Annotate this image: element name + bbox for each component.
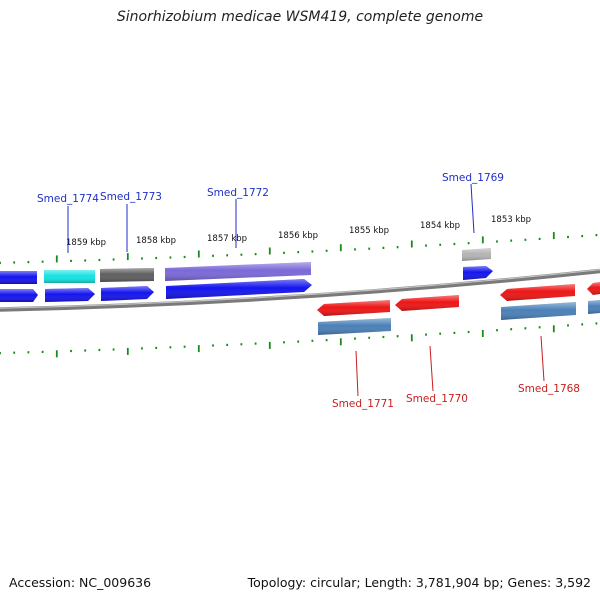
- map-title: Sinorhizobium medicae WSM419, complete g…: [116, 9, 484, 25]
- accession-label: Accession: NC_009636: [9, 575, 152, 590]
- kbp-label-1859: 1859 kbp: [66, 238, 106, 248]
- leader-line-smed-1768: [540, 335, 545, 382]
- gene-arrow-smed-1770[interactable]: [395, 295, 459, 311]
- feature-smed-1772-purple[interactable]: [165, 262, 311, 281]
- gene-arrow-smed-1772[interactable]: [166, 279, 312, 299]
- feature-smed-1769-gray[interactable]: [462, 248, 491, 261]
- leader-line-smed-1770: [429, 345, 434, 392]
- leader-line-smed-1771: [355, 350, 359, 397]
- gene-label-smed-1768[interactable]: Smed_1768: [518, 383, 580, 395]
- gene-arrow-smed-1773[interactable]: [101, 286, 154, 301]
- scale-ticks-outer: [0, 232, 598, 264]
- feature-smed-1771-steelblue[interactable]: [318, 318, 391, 335]
- leader-line-smed-1769: [470, 183, 475, 234]
- kbp-label-1853: 1853 kbp: [491, 215, 531, 225]
- gene-arrow-red-right-edge[interactable]: [587, 282, 600, 295]
- kbp-label-1854: 1854 kbp: [420, 221, 460, 231]
- gene-label-smed-1772[interactable]: Smed_1772: [207, 187, 269, 199]
- gene-arrow-smed-1774[interactable]: [45, 288, 95, 302]
- feature-steelblue-right-edge[interactable]: [588, 300, 600, 314]
- kbp-label-1855: 1855 kbp: [349, 226, 389, 236]
- gene-label-smed-1773[interactable]: Smed_1773: [100, 191, 162, 203]
- gene-label-smed-1769[interactable]: Smed_1769: [442, 172, 504, 184]
- scale-ticks-inner: [0, 322, 598, 358]
- gene-label-smed-1771[interactable]: Smed_1771: [332, 398, 394, 410]
- gene-arrow-smed-1771[interactable]: [317, 300, 390, 316]
- gene-arrow-smed-1768[interactable]: [500, 284, 575, 301]
- genome-backbone: [0, 268, 600, 312]
- feature-smed-1774-cyan[interactable]: [44, 270, 95, 283]
- feature-blue-left-upper[interactable]: [0, 271, 37, 284]
- kbp-label-1858: 1858 kbp: [136, 236, 176, 246]
- gene-label-smed-1770[interactable]: Smed_1770: [406, 393, 468, 405]
- kbp-label-1856: 1856 kbp: [278, 231, 318, 241]
- genome-stats-label: Topology: circular; Length: 3,781,904 bp…: [247, 575, 591, 590]
- gene-arrow-smed-1769[interactable]: [463, 266, 493, 280]
- feature-smed-1773-gray[interactable]: [100, 268, 154, 282]
- gene-arrow-blue-left[interactable]: [0, 289, 38, 302]
- kbp-label-1857: 1857 kbp: [207, 234, 247, 244]
- feature-smed-1768-steelblue[interactable]: [501, 302, 576, 320]
- gene-label-smed-1774[interactable]: Smed_1774: [37, 193, 99, 205]
